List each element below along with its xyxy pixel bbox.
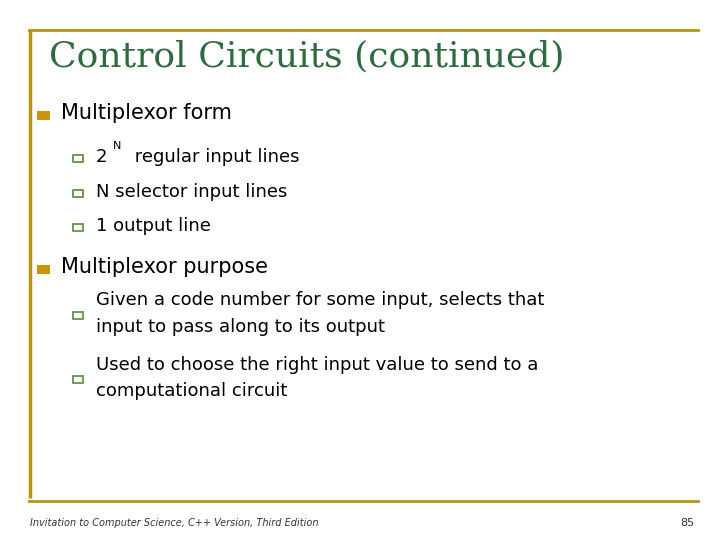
Text: Given a code number for some input, selects that: Given a code number for some input, sele…	[96, 291, 544, 309]
Bar	[73, 190, 83, 197]
Text: Multiplexor purpose: Multiplexor purpose	[61, 257, 268, 278]
Bar	[73, 155, 83, 162]
Text: Control Circuits (continued): Control Circuits (continued)	[49, 40, 564, 73]
Bar	[73, 224, 83, 231]
Text: input to pass along to its output: input to pass along to its output	[96, 318, 384, 336]
Text: Multiplexor form: Multiplexor form	[61, 103, 232, 124]
Bar	[73, 312, 83, 319]
Bar	[37, 111, 50, 120]
Text: N selector input lines: N selector input lines	[96, 183, 287, 201]
Text: 85: 85	[680, 518, 695, 528]
Text: N: N	[113, 141, 122, 151]
Bar	[37, 265, 50, 274]
Bar	[73, 376, 83, 383]
Text: 1 output line: 1 output line	[96, 217, 211, 235]
Text: computational circuit: computational circuit	[96, 382, 287, 401]
Text: Used to choose the right input value to send to a: Used to choose the right input value to …	[96, 355, 538, 374]
Text: regular input lines: regular input lines	[129, 147, 300, 166]
Text: Invitation to Computer Science, C++ Version, Third Edition: Invitation to Computer Science, C++ Vers…	[30, 518, 319, 528]
Text: 2: 2	[96, 147, 107, 166]
